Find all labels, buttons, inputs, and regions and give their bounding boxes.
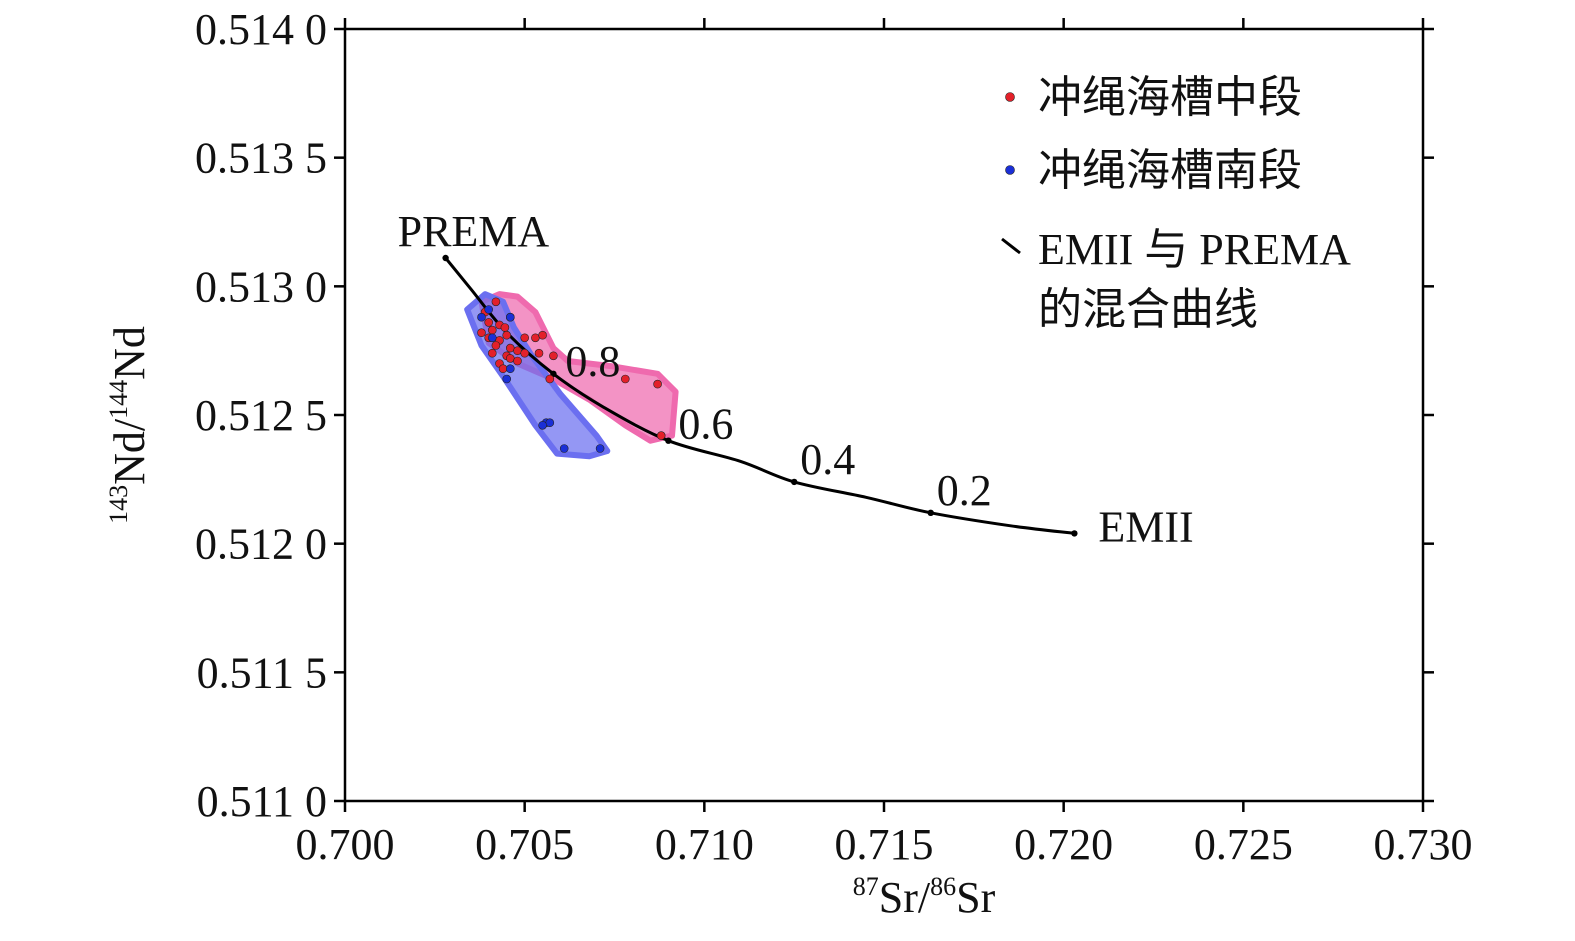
point-middle xyxy=(531,333,540,343)
curve-annotations: PREMA 0.8 0.6 0.4 0.2 EMII xyxy=(398,207,1194,551)
point-middle xyxy=(498,364,508,374)
x-tick-label: 0.700 xyxy=(296,820,395,869)
point-middle xyxy=(538,330,547,340)
point-middle xyxy=(513,346,522,356)
y-tick-label: 0.512 5 xyxy=(195,391,327,440)
field-south xyxy=(464,291,611,460)
curve-mark xyxy=(665,437,672,444)
point-middle xyxy=(653,379,662,389)
curve-label: 0.4 xyxy=(800,435,855,484)
x-tick-label: 0.705 xyxy=(475,820,574,869)
point-south xyxy=(538,420,547,430)
y-axis-title: 143Nd/144Nd xyxy=(104,326,154,524)
legend-label-line2: 的混合曲线 xyxy=(1038,285,1258,334)
y-tick-label: 0.514 0 xyxy=(195,5,327,54)
x-axis-title: 87Sr/86Sr xyxy=(853,872,996,922)
curve-label: PREMA xyxy=(398,207,550,256)
y-tick-label: 0.512 0 xyxy=(195,520,327,569)
point-middle xyxy=(502,330,512,340)
point-south xyxy=(505,312,515,322)
point-middle xyxy=(505,354,515,363)
x-tick-label: 0.730 xyxy=(1374,820,1473,869)
curve-mark xyxy=(1071,530,1078,537)
point-middle xyxy=(656,431,666,440)
composition-fields xyxy=(464,291,679,460)
point-middle xyxy=(513,356,522,366)
y-tick-label: 0.511 0 xyxy=(197,777,327,826)
legend-line-marker xyxy=(1001,237,1021,255)
point-middle xyxy=(505,343,515,353)
curve-label: EMII xyxy=(1098,502,1193,551)
point-middle xyxy=(549,351,558,361)
curve-mark xyxy=(442,254,449,262)
point-middle xyxy=(520,333,530,343)
legend-label: EMII 与 PREMA xyxy=(1038,225,1351,274)
curve-label: 0.2 xyxy=(937,466,992,515)
point-south xyxy=(477,312,486,322)
y-tick-label: 0.513 0 xyxy=(195,262,327,311)
point-south xyxy=(487,333,497,343)
point-south xyxy=(502,374,512,384)
y-tick-label: 0.513 5 xyxy=(195,134,327,183)
plot-frame xyxy=(343,27,1425,803)
point-south xyxy=(595,444,605,453)
legend-label: 冲绳海槽南段 xyxy=(1038,146,1302,195)
point-middle xyxy=(477,328,486,338)
legend-marker xyxy=(1005,165,1015,175)
legend-label: 冲绳海槽中段 xyxy=(1038,73,1302,122)
point-middle xyxy=(487,325,497,335)
point-south xyxy=(545,418,555,428)
axes: 0.700 0.705 0.710 0.715 0.720 0.725 0.730 0.511… xyxy=(104,5,1473,922)
point-middle xyxy=(520,348,530,358)
curve-mark xyxy=(791,478,798,486)
x-tick-label: 0.725 xyxy=(1194,820,1293,869)
point-south xyxy=(559,444,569,453)
x-tick-label: 0.715 xyxy=(835,820,934,869)
point-south xyxy=(505,364,515,374)
point-middle xyxy=(487,348,497,358)
legend-marker xyxy=(1005,92,1015,102)
x-tick-label: 0.720 xyxy=(1014,820,1113,869)
x-tick-label: 0.710 xyxy=(655,820,754,869)
data-points xyxy=(477,297,666,453)
point-south xyxy=(484,305,494,314)
point-middle xyxy=(534,348,544,358)
point-middle xyxy=(500,323,510,332)
point-middle xyxy=(491,341,501,350)
curve-label: 0.8 xyxy=(565,337,620,386)
point-middle xyxy=(491,297,501,307)
point-middle xyxy=(545,374,555,384)
curve-label: 0.6 xyxy=(678,400,733,449)
point-middle xyxy=(620,374,630,384)
y-tick-label: 0.511 5 xyxy=(197,648,327,697)
curve-mark xyxy=(927,509,934,516)
point-middle xyxy=(484,318,494,327)
